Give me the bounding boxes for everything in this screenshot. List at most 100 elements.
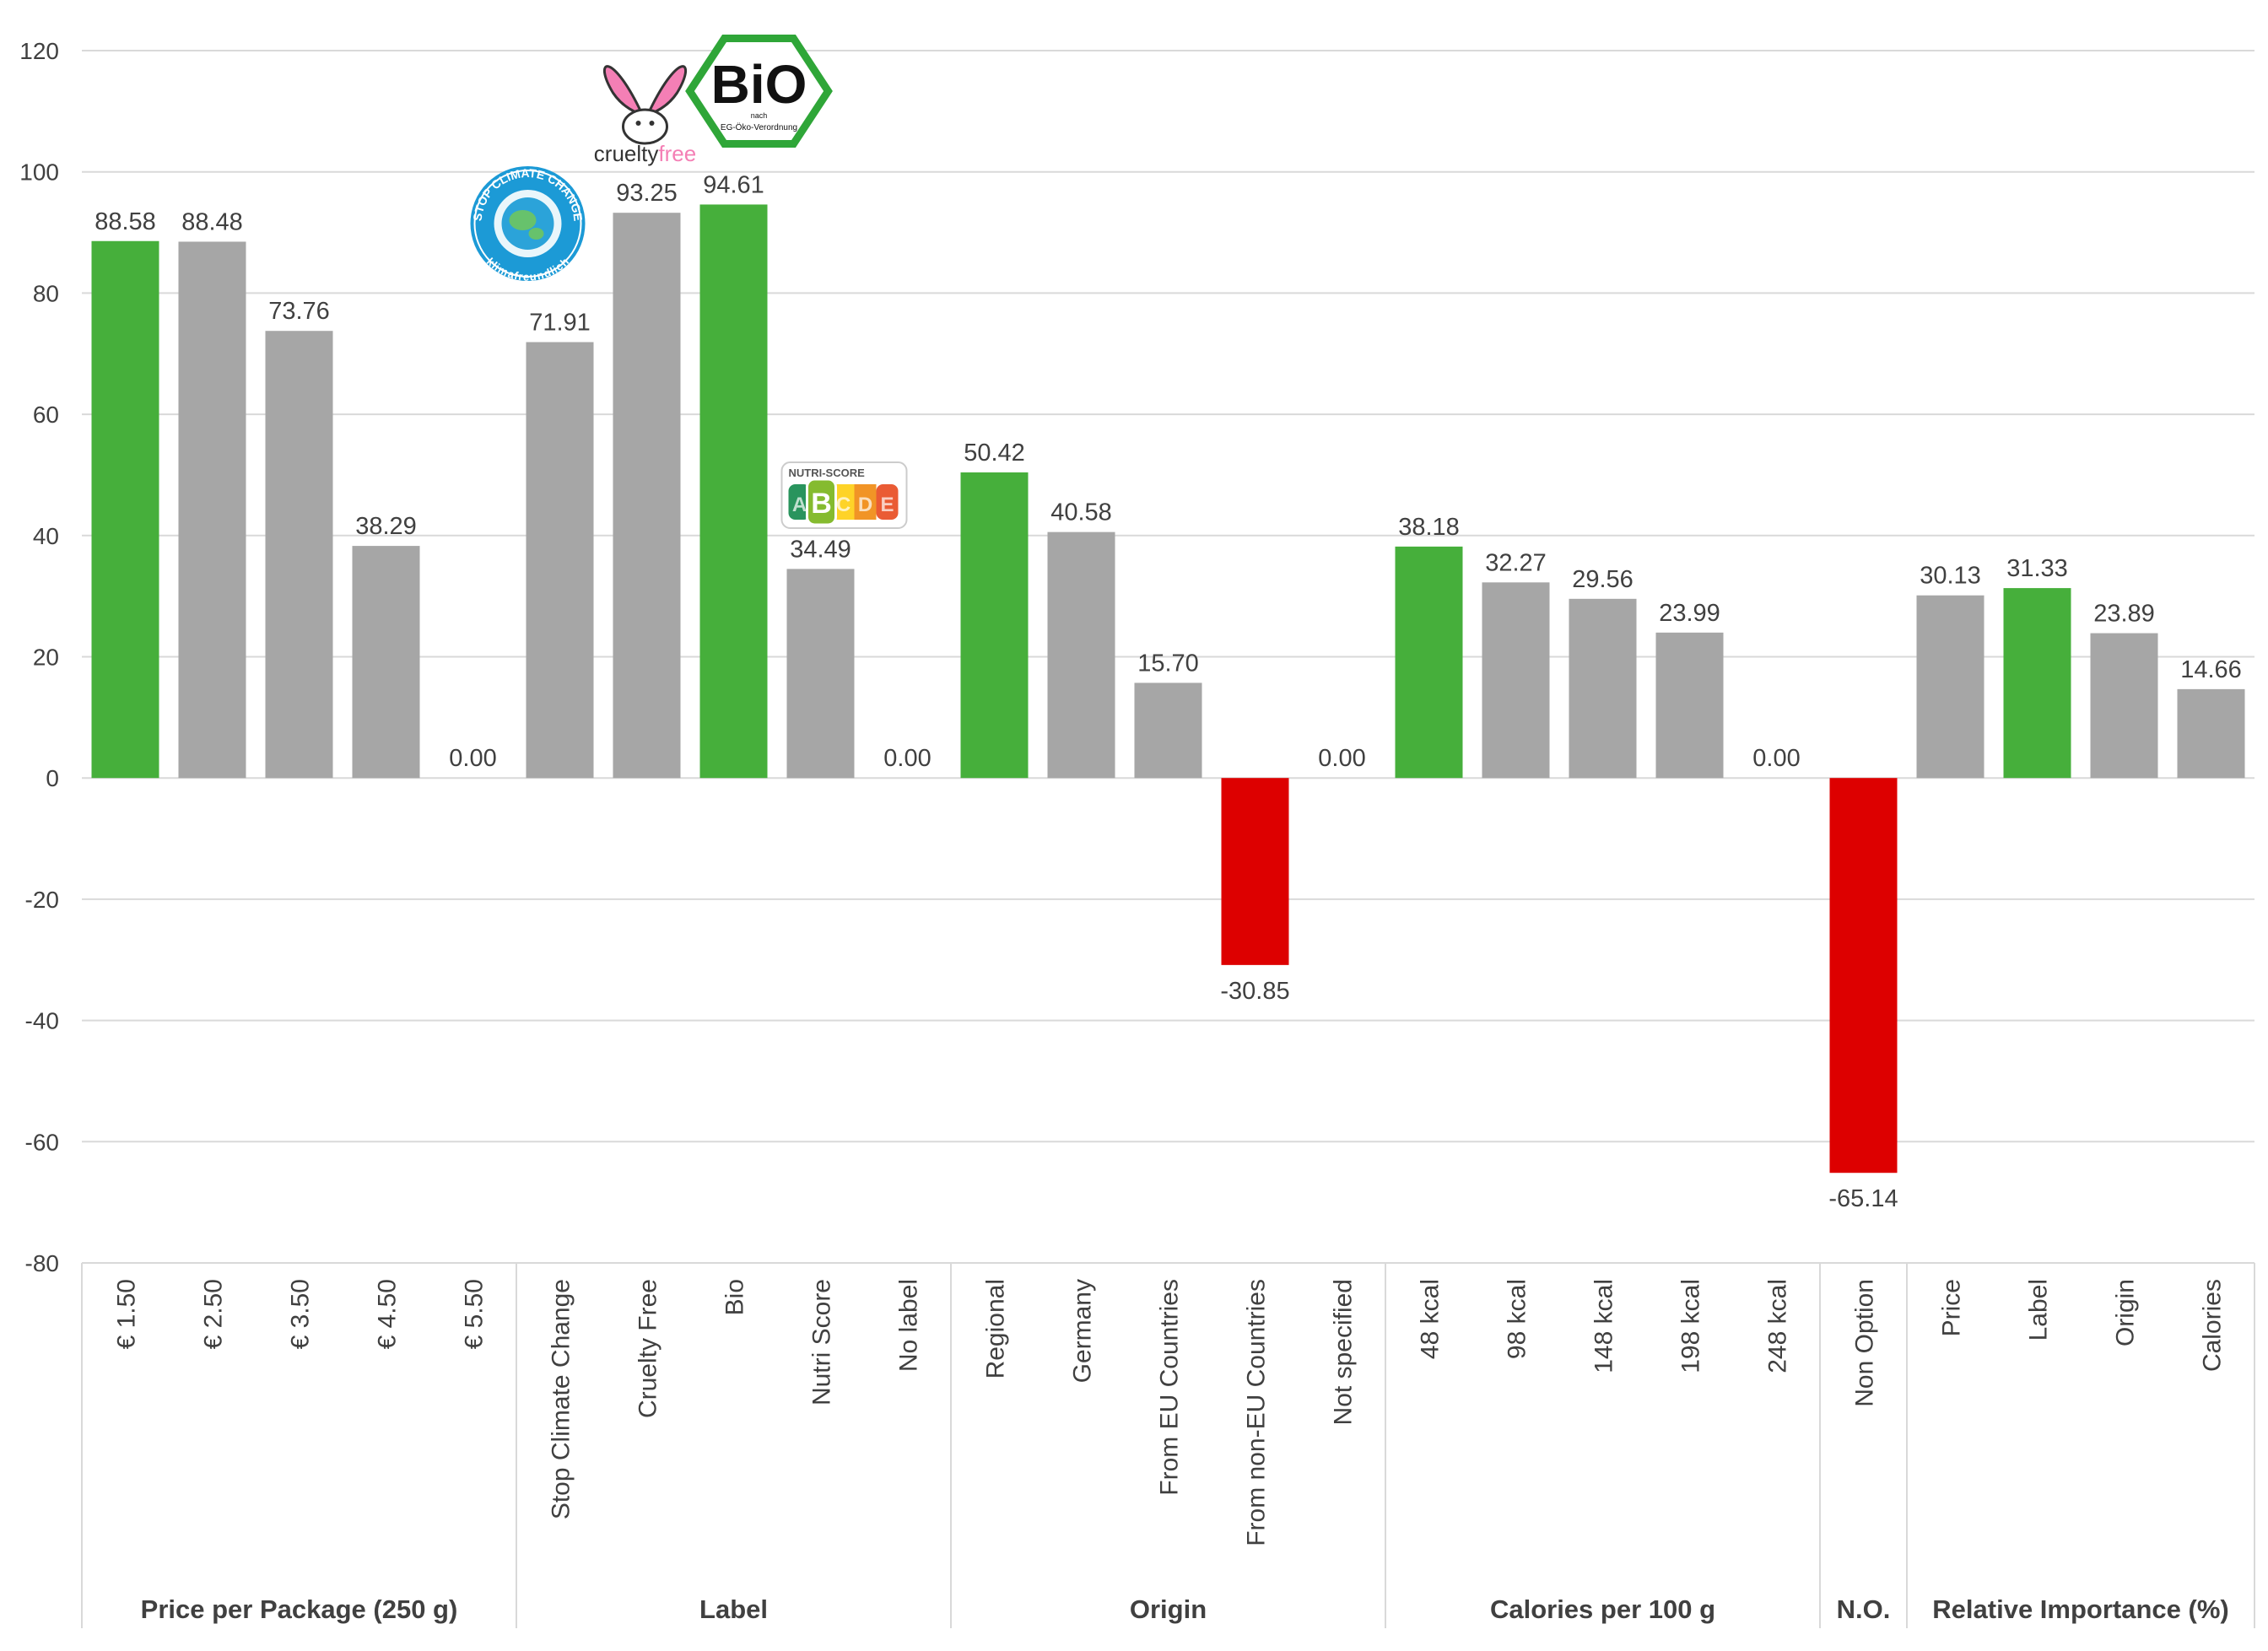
- value-label: 23.99: [1659, 600, 1720, 627]
- category-label: From EU Countries: [1156, 1279, 1184, 1496]
- bar-label: [2003, 588, 2071, 779]
- group-label: Price per Package (250 g): [141, 1594, 458, 1624]
- y-tick-label: 40: [33, 523, 59, 549]
- climate-logo-land-small: [528, 228, 544, 240]
- y-tick-label: -40: [25, 1008, 59, 1034]
- y-axis-tick-labels: 120 100 80 60 40 20 0 -20 -40 -60 -80: [19, 38, 59, 1276]
- value-label: 40.58: [1050, 499, 1112, 526]
- category-label: € 5.50: [461, 1279, 489, 1349]
- bars: [91, 204, 2245, 1174]
- group-label: Relative Importance (%): [1932, 1594, 2228, 1624]
- value-label: 23.89: [2093, 601, 2155, 628]
- value-label: 29.56: [1572, 566, 1634, 593]
- value-label: 31.33: [2006, 555, 2068, 582]
- nutri-score-logo: NUTRI-SCORE A B C D E: [780, 461, 908, 529]
- bar-from-non-eu-countries: [1221, 778, 1289, 965]
- cruelty-free-text: crueltyfree: [594, 141, 696, 166]
- category-axis: € 1.50 € 2.50 € 3.50 € 4.50 € 5.50 Stop Clima…: [81, 1262, 2255, 1628]
- climate-logo-land: [509, 210, 537, 230]
- bar-2-50: [178, 241, 246, 779]
- bio-logo-text: BiO: [711, 54, 807, 115]
- value-label: 0.00: [883, 745, 931, 772]
- bar-3-50: [265, 331, 333, 779]
- category-label: Not specified: [1330, 1279, 1358, 1425]
- cruelty-free-logo: crueltyfree: [594, 65, 696, 166]
- bar-98-kcal: [1482, 582, 1550, 779]
- category-label: No label: [895, 1279, 923, 1372]
- category-label: € 2.50: [200, 1279, 228, 1349]
- bar-from-eu-countries: [1134, 683, 1202, 779]
- bar-non-option: [1829, 778, 1898, 1174]
- group-label: Label: [699, 1594, 768, 1624]
- category-label: From non-EU Countries: [1243, 1279, 1271, 1546]
- value-label: 71.91: [529, 310, 591, 337]
- value-label: 38.29: [355, 513, 417, 540]
- value-label: 34.49: [790, 536, 851, 563]
- y-tick-label: 120: [19, 38, 59, 64]
- category-label: € 3.50: [287, 1279, 315, 1349]
- y-tick-label: 20: [33, 645, 59, 671]
- bio-logo-small-text: EG-Öko-Verordnung: [721, 122, 797, 132]
- bar-nutri-score: [786, 569, 855, 779]
- y-tick-label: -60: [25, 1129, 59, 1155]
- bar-price: [1916, 595, 1984, 779]
- category-label: 148 kcal: [1590, 1279, 1618, 1373]
- value-label: 88.58: [94, 208, 156, 235]
- nutri-score-cell: [854, 484, 877, 520]
- group-label: N.O.: [1837, 1594, 1891, 1624]
- y-tick-label: 80: [33, 280, 59, 306]
- bunny-head: [622, 108, 668, 145]
- bar-198-kcal: [1655, 632, 1724, 779]
- value-label: 0.00: [1752, 745, 1800, 772]
- y-tick-label: -80: [25, 1250, 59, 1276]
- nutri-score-letter: A: [792, 494, 807, 516]
- bar-stop-climate-change: [526, 342, 594, 779]
- bar-bio: [699, 204, 768, 779]
- y-tick-label: 100: [19, 159, 59, 186]
- nutri-score-letter: B: [811, 488, 832, 520]
- group-label: Origin: [1130, 1594, 1207, 1624]
- bar-1-50: [91, 240, 159, 779]
- bar-regional: [960, 472, 1029, 779]
- category-label: Stop Climate Change: [548, 1279, 575, 1519]
- value-label: 93.25: [616, 180, 678, 207]
- category-label: Nutri Score: [808, 1279, 836, 1406]
- y-tick-label: 0: [46, 765, 59, 791]
- value-label: 50.42: [964, 440, 1025, 467]
- value-label: 0.00: [1318, 745, 1365, 772]
- nutri-score-letter: D: [858, 494, 872, 516]
- category-label: Bio: [721, 1279, 749, 1315]
- value-label: 30.13: [1920, 563, 1981, 590]
- value-label: 14.66: [2180, 656, 2242, 683]
- value-label: 73.76: [268, 298, 330, 325]
- climate-logo-ring: [473, 170, 582, 278]
- bar-48-kcal: [1395, 546, 1463, 779]
- nutri-score-letter: E: [880, 494, 894, 516]
- value-label: -65.14: [1828, 1185, 1898, 1212]
- bar-calories: [2177, 688, 2245, 779]
- nutri-score-title: NUTRI-SCORE: [789, 467, 866, 479]
- y-tick-label: -20: [25, 887, 59, 913]
- bar-germany: [1047, 531, 1115, 779]
- nutri-score-cell: [788, 484, 811, 520]
- bunny-ear-left: [602, 65, 641, 116]
- category-label: Germany: [1069, 1279, 1097, 1383]
- bar-148-kcal: [1569, 598, 1637, 779]
- category-label: 248 kcal: [1764, 1279, 1792, 1373]
- value-label: 38.18: [1398, 514, 1460, 541]
- value-labels: 88.58 88.48 73.76 38.29 0.00 71.91 93.25 94.61 3…: [94, 171, 2242, 1212]
- group-label: Calories per 100 g: [1490, 1594, 1715, 1624]
- nutri-score-letter: C: [836, 494, 850, 516]
- value-label: 94.61: [703, 171, 764, 198]
- bunny-eye: [635, 121, 641, 126]
- category-label: 198 kcal: [1677, 1279, 1705, 1373]
- bar-origin: [2090, 633, 2158, 779]
- bio-logo-small-text: nach: [751, 111, 768, 120]
- category-label: Non Option: [1851, 1279, 1879, 1407]
- bar-cruelty-free: [613, 213, 681, 779]
- nutri-score-cell-selected: [806, 477, 837, 526]
- bar-4-50: [352, 546, 420, 779]
